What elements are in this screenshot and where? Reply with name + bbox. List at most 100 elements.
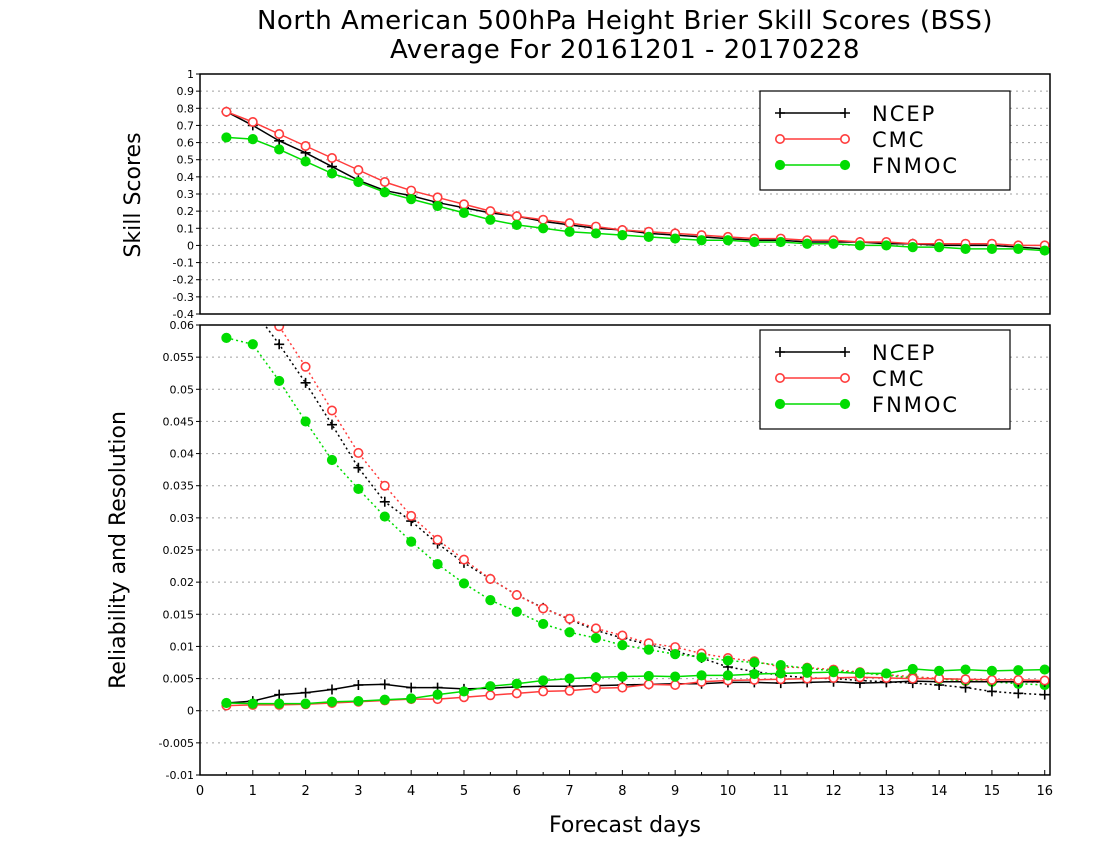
bottom-fnmoc-point-2 xyxy=(274,698,285,709)
bottom-cmc-point-31 xyxy=(1039,675,1050,686)
top-cmc-point-6 xyxy=(379,177,390,188)
bottom-cmc-point-30 xyxy=(1013,674,1024,685)
top-y-tick-label-8: 0.4 xyxy=(177,171,195,184)
bottom-fnmoc-point-15 xyxy=(617,671,628,682)
bottom-fnmoc-point-8 xyxy=(432,559,443,570)
bottom-ncep-point-3 xyxy=(300,377,311,388)
bottom-y-tick-label-9: 0.035 xyxy=(163,480,195,493)
top-fnmoc-point-18 xyxy=(696,235,707,246)
bottom-fnmoc-point-16 xyxy=(643,644,654,655)
bottom-fnmoc-point-15 xyxy=(617,640,628,651)
top-y-tick-label-11: 0.7 xyxy=(177,119,195,132)
chart-title: North American 500hPa Height Brier Skill… xyxy=(257,6,993,36)
bottom-fnmoc-point-30 xyxy=(1013,665,1024,676)
bottom-cmc-point-29 xyxy=(986,674,997,685)
top-cmc-point-8 xyxy=(432,192,443,203)
bottom-ncep-line xyxy=(263,325,1045,696)
top-fnmoc-point-30 xyxy=(1013,243,1024,254)
bottom-fnmoc-point-13 xyxy=(564,627,575,638)
top-fnmoc-point-14 xyxy=(590,228,602,239)
bottom-fnmoc-point-11 xyxy=(511,678,522,689)
bottom-cmc-point-12 xyxy=(538,603,549,614)
bottom-cmc-point-8 xyxy=(432,534,443,545)
bottom-fnmoc-point-12 xyxy=(538,618,549,630)
bottom-fnmoc-point-2 xyxy=(274,375,285,387)
bottom-ncep-line xyxy=(226,680,1045,704)
bottom-series-cmc-dotted xyxy=(249,282,1050,688)
bottom-fnmoc-point-12 xyxy=(538,675,549,686)
bottom-y-tick-label-2: 0 xyxy=(187,705,194,718)
bottom-fnmoc-point-19 xyxy=(722,655,734,666)
bottom-legend-ncep-point-b xyxy=(840,347,850,357)
x-axis-label: Forecast days xyxy=(549,813,701,838)
bottom-x-tick-label-15: 15 xyxy=(984,784,1001,799)
bottom-fnmoc-point-31 xyxy=(1039,664,1050,675)
bottom-cmc-point-10 xyxy=(485,573,496,584)
bottom-cmc-point-1 xyxy=(249,282,257,290)
bottom-fnmoc-point-9 xyxy=(458,686,470,697)
top-legend-label-cmc: CMC xyxy=(872,128,925,152)
bottom-x-tick-label-9: 9 xyxy=(671,784,679,799)
top-cmc-point-5 xyxy=(353,165,364,176)
bottom-fnmoc-point-9 xyxy=(458,578,470,589)
top-cmc-point-1 xyxy=(247,117,258,128)
bottom-ncep-point-2 xyxy=(274,339,285,350)
bottom-y-tick-label-3: 0.005 xyxy=(163,673,195,686)
bottom-series-ncep-solid xyxy=(221,676,1050,708)
bottom-ncep-point-5 xyxy=(353,462,364,473)
bottom-fnmoc-point-26 xyxy=(907,663,918,675)
top-y-tick-label-5: 0.1 xyxy=(177,222,195,235)
top-legend-cmc-point-b xyxy=(839,134,850,145)
bottom-cmc-point-11 xyxy=(511,589,522,600)
bottom-cmc-point-13 xyxy=(564,685,575,696)
bottom-fnmoc-point-5 xyxy=(353,483,364,495)
top-y-tick-label-14: 1 xyxy=(187,68,194,81)
bottom-y-tick-label-12: 0.05 xyxy=(170,383,195,396)
bottom-cmc-point-5 xyxy=(353,447,364,458)
bottom-y-tick-label-14: 0.06 xyxy=(170,319,195,332)
bottom-x-tick-label-12: 12 xyxy=(825,784,842,799)
bottom-legend-box xyxy=(759,329,1011,430)
top-fnmoc-point-17 xyxy=(670,233,681,244)
top-cmc-point-4 xyxy=(326,153,337,164)
bottom-series-fnmoc-solid xyxy=(221,663,1050,709)
bottom-fnmoc-point-18 xyxy=(696,652,707,663)
bottom-y-tick-label-10: 0.04 xyxy=(170,448,195,461)
bottom-fnmoc-point-21 xyxy=(775,659,786,671)
bottom-y-tick-label-4: 0.01 xyxy=(170,640,195,653)
bottom-fnmoc-point-17 xyxy=(670,671,681,682)
top-fnmoc-point-0 xyxy=(221,132,232,143)
bottom-fnmoc-point-3 xyxy=(300,698,311,709)
top-legend-ncep-point-a xyxy=(775,108,785,118)
bottom-ncep-point-30 xyxy=(1013,688,1024,699)
bottom-fnmoc-point-17 xyxy=(670,649,681,660)
top-legend-fnmoc-point-a xyxy=(774,159,786,171)
bottom-ncep-point-0 xyxy=(221,285,231,295)
bottom-cmc-point-14 xyxy=(590,623,601,634)
top-fnmoc-point-25 xyxy=(881,240,892,251)
bottom-x-tick-label-5: 5 xyxy=(460,784,468,799)
bottom-y-tick-label-7: 0.025 xyxy=(163,544,195,557)
top-y-tick-label-3: -0.1 xyxy=(173,257,194,270)
bottom-cmc-point-15 xyxy=(617,630,628,641)
bottom-ncep-point-6 xyxy=(379,679,390,690)
bottom-fnmoc-point-6 xyxy=(379,694,390,705)
bottom-fnmoc-point-7 xyxy=(406,536,417,547)
bottom-cmc-point-17 xyxy=(670,679,681,690)
bottom-cmc-point-3 xyxy=(300,361,311,372)
bottom-y-axis-label: Reliability and Resolution xyxy=(106,411,131,689)
top-fnmoc-point-12 xyxy=(538,223,549,234)
bottom-y-tick-label-11: 0.045 xyxy=(163,415,195,428)
top-fnmoc-point-9 xyxy=(458,207,470,218)
bottom-cmc-point-7 xyxy=(406,510,417,521)
top-legend-label-ncep: NCEP xyxy=(872,102,936,126)
top-fnmoc-point-21 xyxy=(775,236,786,248)
top-y-tick-label-6: 0.2 xyxy=(177,205,195,218)
bottom-fnmoc-point-8 xyxy=(432,689,443,700)
top-fnmoc-point-4 xyxy=(326,168,338,179)
bottom-x-tick-label-11: 11 xyxy=(772,784,789,799)
top-y-tick-label-9: 0.5 xyxy=(177,154,195,167)
top-y-tick-label-7: 0.3 xyxy=(177,188,195,201)
